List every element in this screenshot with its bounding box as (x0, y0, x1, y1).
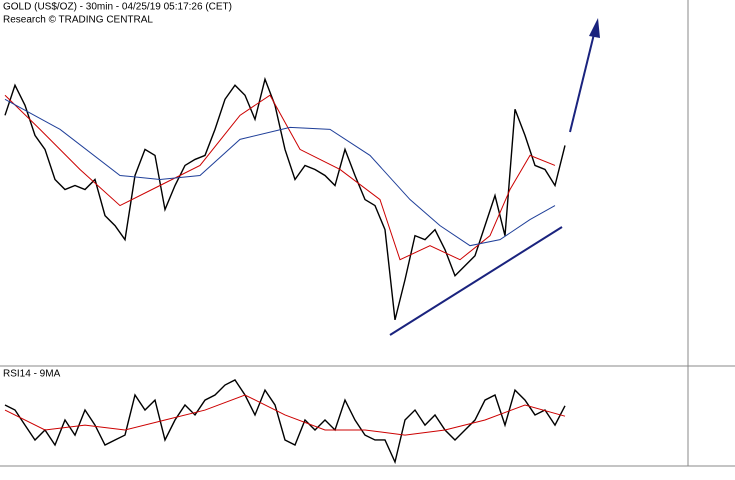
chart-title: GOLD (US$/OZ) - 30min - 04/25/19 05:17:2… (3, 2, 232, 13)
trend-line (389, 226, 563, 336)
trend-arrow (569, 33, 595, 133)
indicator-line (4, 394, 566, 436)
arrow-head (589, 18, 600, 38)
plot-layer (4, 76, 566, 465)
indicator-line (4, 94, 556, 261)
indicator-title: RSI14 - 9MA (3, 369, 61, 380)
price-line (4, 76, 566, 321)
indicator-line (4, 98, 556, 247)
chart-subtitle: Research © TRADING CENTRAL (3, 15, 153, 26)
